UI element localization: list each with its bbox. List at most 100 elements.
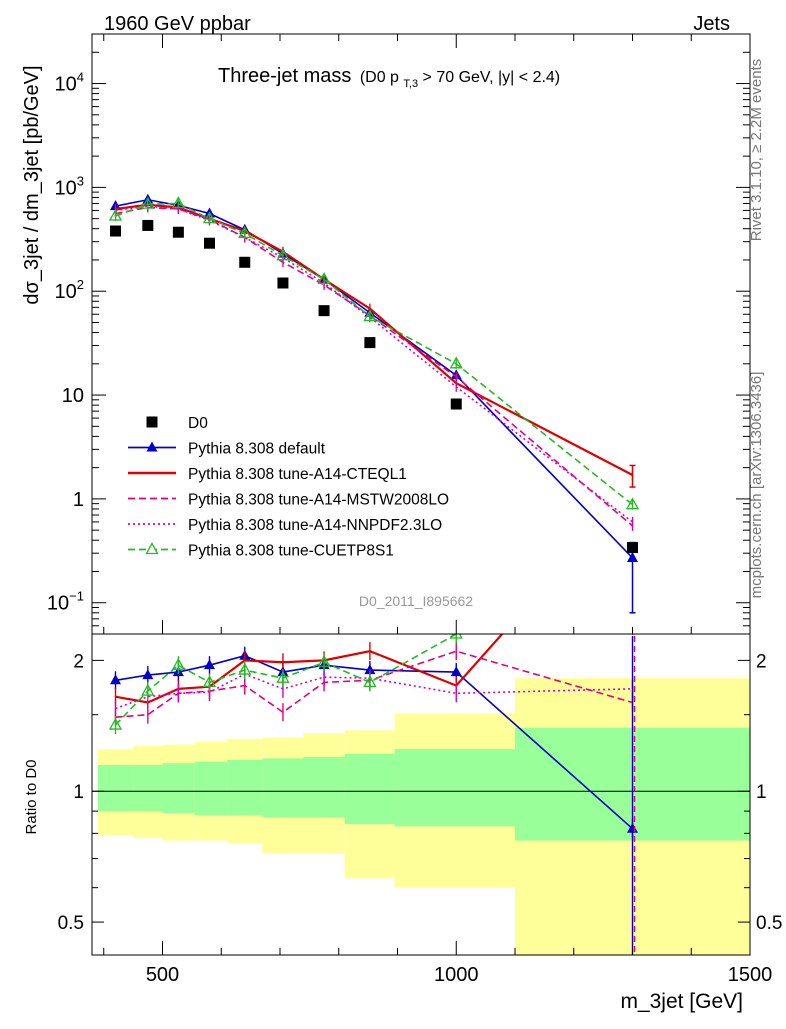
legend-marker-1 [146,441,158,452]
main-ytick-label-base-2: 10 [55,281,77,303]
main-point-4-8 [449,356,463,369]
main-ytick-label-base-1: 10 [55,177,77,199]
main-series-line-4 [115,202,633,506]
ratio-frame [91,633,751,956]
main-ytick-label-3: 10 [62,385,84,407]
main-point-4-5 [276,248,290,261]
main-ytick-label-base-4: 1 [73,489,84,511]
main-ytick-label-0: 104 [55,70,84,96]
main-ytick-label-exp-5: −1 [69,589,84,604]
ratio-point-4-2 [171,657,185,670]
legend-label-0: D0 [188,415,208,432]
legend-marker-0 [146,416,158,428]
band-green-1 [133,764,163,812]
ratio-series-line-4 [114,634,474,726]
ratio-series-line-3 [115,673,633,710]
main-point-4-7 [363,309,377,322]
main-point-4-1 [141,196,155,209]
band-green-0 [97,764,134,812]
main-point-4-9 [625,497,640,510]
main-point-4-3 [202,211,217,224]
plot-title-sub-pre: (D0 p [360,69,399,86]
ratio-point-0-7 [364,664,376,675]
plot-title-subscript: T,3 [403,78,418,90]
legend-label-1: Pythia 8.308 default [188,441,326,458]
main-point-4-4 [238,226,252,239]
data-point-3 [204,237,215,249]
legend-label-2: Pythia 8.308 tune-A14-CTEQL1 [188,466,407,483]
legend-label-4: Pythia 8.308 tune-A14-NNPDF2.3LO [188,517,442,534]
ratio-point-4-0 [108,717,123,730]
band-green-8 [394,749,515,827]
data-point-2 [172,226,184,238]
data-point-5 [277,277,289,289]
ratio-point-4-4 [238,662,252,675]
main-point-4-2 [171,196,185,209]
legend-marker-5 [145,542,159,555]
band-green-7 [344,753,395,825]
x-tick-label-0: 500 [146,964,179,986]
data-point-1 [142,219,154,231]
header-right: Jets [693,13,730,35]
main-series [108,193,640,614]
main-ytick-label-4: 1 [73,489,84,511]
legend-label-5: Pythia 8.308 tune-CUETP8S1 [188,543,394,560]
main-ytick-label-5: 10−1 [47,589,84,615]
band-green-5 [262,758,304,818]
plot-title: Three-jet mass (D0 p T,3 > 70 GeV, |y| <… [218,65,560,91]
ratio-series-line-2 [115,650,633,719]
uncertainty-bands [97,678,750,955]
main-ytick-label-exp-1: 3 [77,173,84,188]
plot-title-sub-post: > 70 GeV, |y| < 2.4) [423,69,561,86]
ratio-point-4-5 [276,670,290,683]
main-series-line-2 [115,206,634,527]
data-point-6 [318,305,330,317]
ratio-point-0-0 [110,674,121,685]
side-mcplots-label: mcplots.cern.ch [arXiv:1306.3436] [748,372,765,599]
legend: D0 Pythia 8.308 default Pythia 8.308 tune-… [128,415,449,560]
main-point-4-6 [317,272,331,285]
ratio-point-0-3 [204,659,215,670]
main-y-axis-label: dσ_3jet / dm_3jet [pb/GeV] [21,65,43,304]
main-ytick-label-2: 102 [55,277,84,303]
band-green-6 [303,756,345,818]
ratio-ytick-label-right-0: 0.5 [756,913,782,934]
ratio-ytick-label-right-1: 1 [756,782,767,803]
data-point-9 [627,542,638,554]
ratio-y-axis-label: Ratio to D0 [23,759,40,834]
ratio-point-0-1 [142,669,154,680]
ratio-series-line-0 [115,654,634,830]
main-ytick-label-exp-0: 4 [77,70,84,85]
plot-title-main: Three-jet mass [218,65,351,87]
ratio-series-line-1 [115,634,504,704]
band-green-2 [162,763,195,814]
ratio-point-4-6 [317,654,331,667]
main-ytick-label-exp-2: 2 [77,277,84,292]
main-point-4-0 [108,208,123,221]
ratio-point-4-7 [363,675,377,688]
ratio-ytick-label-left-1: 1 [73,782,84,803]
ratio-point-4-1 [141,683,155,696]
data-point-8 [450,398,462,410]
x-axis-label: m_3jet [GeV] [620,990,743,1013]
side-rivet-label: Rivet 3.1.10, ≥ 2.2M events [748,59,765,242]
ratio-ytick-label-left-2: 2 [73,651,84,672]
main-ytick-label-base-5: 10 [47,593,69,615]
ratio-point-4-3 [202,675,217,688]
ratio-ytick-label-right-2: 2 [756,651,767,672]
main-ytick-label-base-0: 10 [55,74,77,96]
x-tick-label-2: 1500 [728,964,773,986]
legend-label-3: Pythia 8.308 tune-A14-MSTW2008LO [188,492,449,509]
data-point-4 [239,256,251,268]
ratio-point-4-8 [449,634,463,639]
ratio-panel: 0.5 0.5 1 1 2 2 500 1000 1500 [58,633,782,986]
band-green-4 [227,759,263,816]
ratio-ytick-label-left-0: 0.5 [58,913,84,934]
analysis-id: D0_2011_I895662 [359,593,473,609]
main-ytick-label-1: 103 [55,173,84,199]
main-ytick-label-base-3: 10 [62,385,84,407]
data-point-0 [110,225,121,237]
header-left: 1960 GeV ppbar [104,13,251,35]
